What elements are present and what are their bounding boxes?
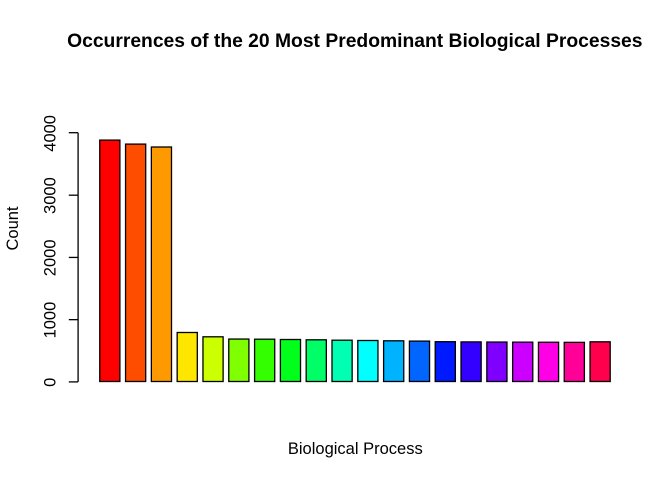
svg-text:4000: 4000 [42,115,60,152]
svg-text:0: 0 [42,378,60,387]
svg-text:Biological Process: Biological Process [288,440,423,458]
svg-text:2000: 2000 [42,239,60,276]
svg-text:1000: 1000 [42,302,60,339]
svg-text:Count: Count [4,206,22,250]
svg-text:Occurrences of the 20 Most Pre: Occurrences of the 20 Most Predominant B… [67,31,642,52]
svg-text:3000: 3000 [42,177,60,214]
